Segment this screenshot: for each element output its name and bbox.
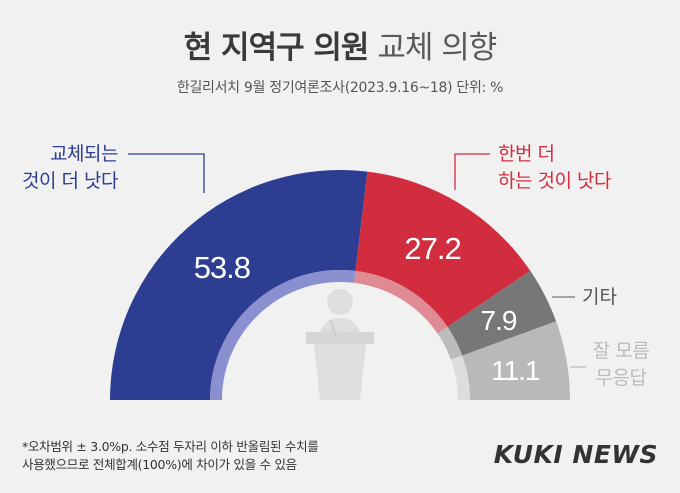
leader-line-1 — [454, 153, 490, 190]
podium-speaker-icon — [306, 289, 374, 400]
chart-subtitle: 한길리서치 9월 정기여론조사(2023.9.16~18) 단위: % — [176, 80, 504, 96]
footnote-line-2: 사용했으므로 전체합계(100%)에 차이가 있을 수 있음 — [22, 457, 297, 472]
category-label-0: 것이 더 낫다 — [22, 170, 118, 192]
category-label-3: 잘 모름 — [593, 340, 649, 362]
inner-ring — [210, 270, 470, 400]
inner-ring-2 — [437, 326, 463, 360]
category-label-2: 기타 — [582, 286, 617, 308]
brand-logo: KUKI NEWS — [493, 440, 658, 469]
category-label-3: 무응답 — [596, 367, 647, 389]
footnote: *오차범위 ± 3.0%p. 소수점 두자리 이하 반올림된 수치를 사용했으므… — [22, 438, 319, 474]
value-label-3: 11.1 — [491, 355, 540, 386]
slice-2 — [447, 270, 557, 356]
category-label-0: 교체되는 — [50, 143, 118, 165]
slice-3 — [462, 321, 570, 400]
value-label-0: 53.8 — [194, 250, 250, 285]
inner-ring-1 — [354, 270, 448, 334]
value-label-1: 27.2 — [404, 231, 460, 266]
category-label-1: 하는 것이 낫다 — [498, 170, 611, 192]
slice-0 — [110, 170, 368, 400]
value-label-2: 7.9 — [481, 305, 517, 336]
title-bold: 현 지역구 의원 — [183, 30, 370, 66]
value-labels: 53.8 27.2 7.9 11.1 — [194, 231, 541, 386]
inner-ring-3 — [450, 355, 470, 400]
leader-line-0 — [128, 153, 205, 193]
chart-arcs — [110, 170, 570, 400]
category-label-1: 한번 더 — [498, 143, 554, 165]
leader-lines — [128, 153, 586, 368]
footnote-line-1: *오차범위 ± 3.0%p. 소수점 두자리 이하 반올림된 수치를 — [22, 439, 319, 454]
chart-title: 현 지역구 의원 교체 의향 — [0, 22, 680, 67]
title-light: 교체 의향 — [377, 30, 497, 66]
slice-1 — [355, 171, 531, 327]
inner-ring-0 — [210, 270, 356, 400]
